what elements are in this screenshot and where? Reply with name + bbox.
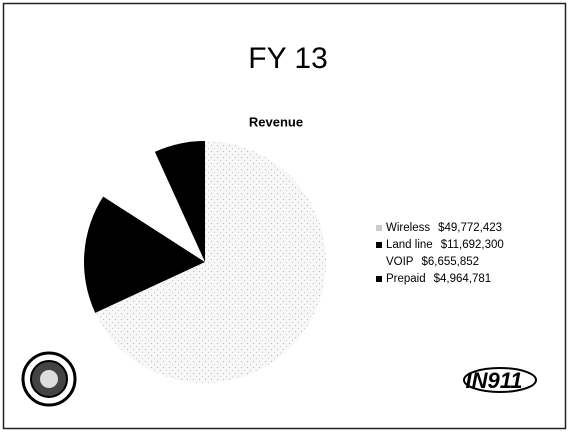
pie-slice [103, 151, 205, 262]
legend-value: $6,655,852 [421, 256, 479, 268]
legend-value: $49,772,423 [438, 222, 502, 234]
legend-marker [376, 242, 382, 248]
legend-marker [376, 276, 382, 282]
pie: Wireless $49,772,423 Land line $11,692,300 V… [83, 141, 504, 384]
pie-slice [95, 141, 326, 384]
pie-slice [154, 141, 205, 262]
legend-label: Prepaid [386, 273, 426, 285]
logo: IN911 [463, 367, 537, 393]
legend-label: Wireless [386, 222, 430, 234]
legend-label: Land line [386, 239, 433, 251]
seal [21, 351, 77, 407]
chart-subtitle: Revenue [249, 114, 303, 129]
legend-label: VOIP [386, 256, 414, 268]
legend-value: $4,964,781 [434, 273, 492, 285]
pie-slice [83, 196, 205, 313]
logo-text: IN911 [465, 368, 522, 393]
legend-marker [376, 225, 382, 231]
legend-marker [376, 259, 382, 265]
legend-value: $11,692,300 [441, 239, 504, 251]
chart-title: FY 13 [248, 42, 328, 75]
